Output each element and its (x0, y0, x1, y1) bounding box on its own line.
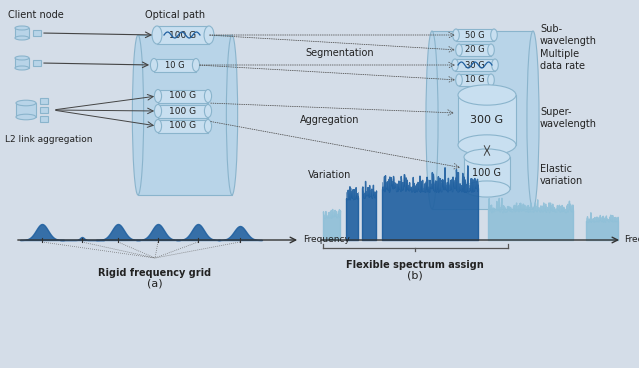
Ellipse shape (464, 149, 510, 165)
Bar (458, 95, 516, 145)
Text: 30 G: 30 G (465, 60, 485, 70)
Text: Elastic
variation: Elastic variation (540, 164, 583, 186)
Bar (16, 103, 36, 117)
Ellipse shape (488, 74, 495, 86)
Text: 100 G: 100 G (169, 121, 197, 131)
Ellipse shape (452, 59, 458, 71)
Ellipse shape (155, 89, 162, 103)
Text: Client node: Client node (8, 10, 64, 20)
Text: Rigid frequency grid: Rigid frequency grid (98, 268, 212, 278)
Text: 10 G: 10 G (166, 60, 185, 70)
Ellipse shape (16, 100, 36, 106)
Ellipse shape (150, 59, 158, 71)
Text: L2 link aggregation: L2 link aggregation (5, 135, 93, 145)
Bar (40, 116, 48, 122)
Text: Super-
wavelength: Super- wavelength (540, 107, 597, 129)
Ellipse shape (456, 74, 462, 86)
Bar (154, 59, 196, 71)
Ellipse shape (15, 56, 29, 60)
Text: (a): (a) (147, 279, 163, 289)
Text: 100 G: 100 G (472, 168, 502, 178)
Ellipse shape (464, 181, 510, 197)
Ellipse shape (426, 31, 438, 209)
Text: Optical path: Optical path (145, 10, 205, 20)
Bar (158, 105, 208, 117)
Ellipse shape (15, 66, 29, 70)
Bar (15, 58, 29, 68)
Text: 100 G: 100 G (169, 106, 197, 116)
Ellipse shape (155, 105, 162, 117)
Ellipse shape (204, 26, 214, 44)
Text: Variation: Variation (308, 170, 351, 180)
Bar (456, 29, 494, 41)
Bar (464, 157, 510, 189)
Ellipse shape (152, 26, 162, 44)
Text: 100 G: 100 G (169, 31, 197, 39)
Text: 300 G: 300 G (470, 115, 504, 125)
Bar (40, 107, 48, 113)
Text: Frequency: Frequency (303, 236, 350, 244)
Text: 100 G: 100 G (169, 92, 197, 100)
Ellipse shape (132, 35, 144, 195)
Ellipse shape (458, 135, 516, 155)
Bar (157, 26, 209, 44)
Text: (b): (b) (407, 270, 423, 280)
Ellipse shape (15, 36, 29, 40)
Ellipse shape (204, 120, 212, 132)
Bar (455, 59, 495, 71)
Ellipse shape (458, 85, 516, 105)
Text: Multiple
data rate: Multiple data rate (540, 49, 585, 71)
Bar (33, 30, 41, 36)
Ellipse shape (527, 31, 539, 209)
Bar (138, 35, 232, 195)
Text: Segmentation: Segmentation (305, 48, 374, 58)
Ellipse shape (488, 44, 495, 56)
Text: Fiber: Fiber (470, 115, 495, 125)
Ellipse shape (192, 59, 199, 71)
Text: Aggregation: Aggregation (300, 115, 360, 125)
Bar (459, 74, 491, 86)
Bar (158, 120, 208, 132)
Ellipse shape (491, 29, 497, 41)
Ellipse shape (204, 105, 212, 117)
Text: 50 G: 50 G (465, 31, 485, 39)
Bar (33, 60, 41, 66)
Ellipse shape (15, 26, 29, 30)
Ellipse shape (16, 114, 36, 120)
Ellipse shape (226, 35, 238, 195)
Ellipse shape (452, 29, 459, 41)
Bar (40, 98, 48, 104)
Ellipse shape (491, 59, 498, 71)
Text: 20 G: 20 G (465, 46, 485, 54)
Bar (158, 89, 208, 103)
Text: 10 G: 10 G (465, 75, 485, 85)
Ellipse shape (204, 89, 212, 103)
Bar (459, 44, 491, 56)
Text: Frequency: Frequency (624, 236, 639, 244)
Text: Fiber: Fiber (173, 110, 197, 120)
Ellipse shape (155, 120, 162, 132)
Bar (432, 31, 533, 209)
Ellipse shape (456, 44, 462, 56)
Text: Flexible spectrum assign: Flexible spectrum assign (346, 260, 484, 270)
Bar (15, 28, 29, 38)
Text: Sub-
wavelength: Sub- wavelength (540, 24, 597, 46)
